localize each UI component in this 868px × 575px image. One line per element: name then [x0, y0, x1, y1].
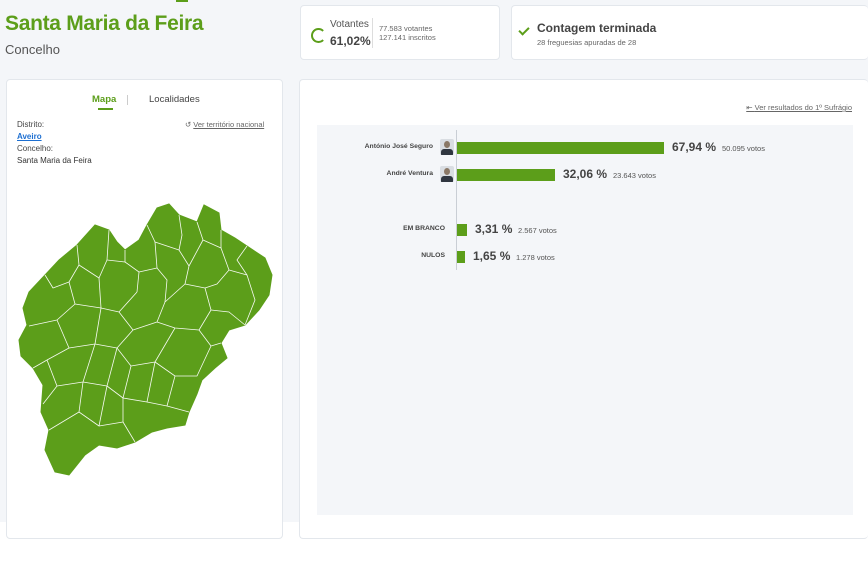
- result-row: André Ventura 32,06 % 23.643 votos: [317, 166, 853, 184]
- concelho-map-shape[interactable]: [18, 203, 273, 476]
- map-panel: Mapa Localidades Distrito: Aveiro Concel…: [6, 79, 283, 539]
- ver-territorio-nacional-link[interactable]: ↺ Ver território nacional: [185, 120, 264, 129]
- votantes-count: 77.583 votantes: [379, 24, 433, 33]
- tab-divider: [127, 95, 128, 105]
- tab-mapa[interactable]: Mapa: [92, 94, 117, 105]
- top-accent-line: [176, 0, 188, 2]
- result-percent: 3,31 %: [475, 222, 513, 236]
- inscritos-count: 127.141 inscritos: [379, 33, 436, 42]
- contagem-subtitle: 28 freguesias apuradas de 28: [537, 38, 637, 47]
- progress-ring-icon: [311, 28, 326, 43]
- undo-icon: ↺: [185, 120, 192, 129]
- contagem-card: Contagem terminada 28 freguesias apurada…: [511, 5, 868, 60]
- chart-axis-line: [456, 130, 457, 270]
- result-name: EM BRANCO: [403, 225, 445, 232]
- result-percent: 1,65 %: [473, 249, 511, 263]
- concelho-map: [18, 203, 273, 476]
- contagem-title: Contagem terminada: [537, 21, 657, 35]
- results-chart: António José Seguro 67,94 % 50.095 votos An…: [317, 125, 853, 515]
- concelho-value: Santa Maria da Feira: [17, 156, 92, 165]
- candidate-avatar: [440, 166, 454, 182]
- result-row: NULOS 1,65 % 1.278 votos: [317, 248, 853, 266]
- result-votes: 23.643 votos: [613, 171, 656, 180]
- result-name: André Ventura: [386, 170, 433, 177]
- result-bar: [457, 224, 467, 236]
- result-name: António José Seguro: [364, 143, 433, 150]
- result-bar: [457, 142, 664, 154]
- result-votes: 2.567 votos: [518, 226, 557, 235]
- votantes-card: Votantes 61,02% 77.583 votantes 127.141 …: [300, 5, 500, 60]
- result-name: NULOS: [421, 252, 445, 259]
- result-row: António José Seguro 67,94 % 50.095 votos: [317, 139, 853, 157]
- votantes-percent: 61,02%: [330, 34, 371, 48]
- distrito-link[interactable]: Aveiro: [17, 132, 42, 141]
- result-percent: 32,06 %: [563, 167, 608, 181]
- distrito-label: Distrito:: [17, 120, 45, 129]
- ver-resultados-1-sufragio-link[interactable]: ⇤ Ver resultados do 1º Sufrágio: [746, 103, 852, 112]
- result-percent: 67,94 %: [672, 140, 717, 154]
- result-votes: 50.095 votos: [722, 144, 765, 153]
- votantes-label: Votantes: [330, 19, 369, 30]
- result-bar: [457, 251, 465, 263]
- divider: [372, 18, 373, 48]
- ver-territorio-nacional-label: Ver território nacional: [193, 120, 265, 129]
- tab-localidades[interactable]: Localidades: [149, 94, 200, 105]
- result-row: EM BRANCO 3,31 % 2.567 votos: [317, 221, 853, 239]
- back-arrow-icon: ⇤: [746, 103, 755, 112]
- result-votes: 1.278 votos: [516, 253, 555, 262]
- concelho-label: Concelho:: [17, 144, 54, 153]
- results-panel: ⇤ Ver resultados do 1º Sufrágio António …: [299, 79, 868, 539]
- candidate-avatar: [440, 139, 454, 155]
- page-subtitle: Concelho: [5, 42, 60, 57]
- result-bar: [457, 169, 555, 181]
- page-title: Santa Maria da Feira: [5, 12, 204, 35]
- check-icon: [518, 24, 530, 36]
- ver-resultados-label: Ver resultados do 1º Sufrágio: [754, 103, 852, 112]
- tab-active-underline: [98, 108, 113, 110]
